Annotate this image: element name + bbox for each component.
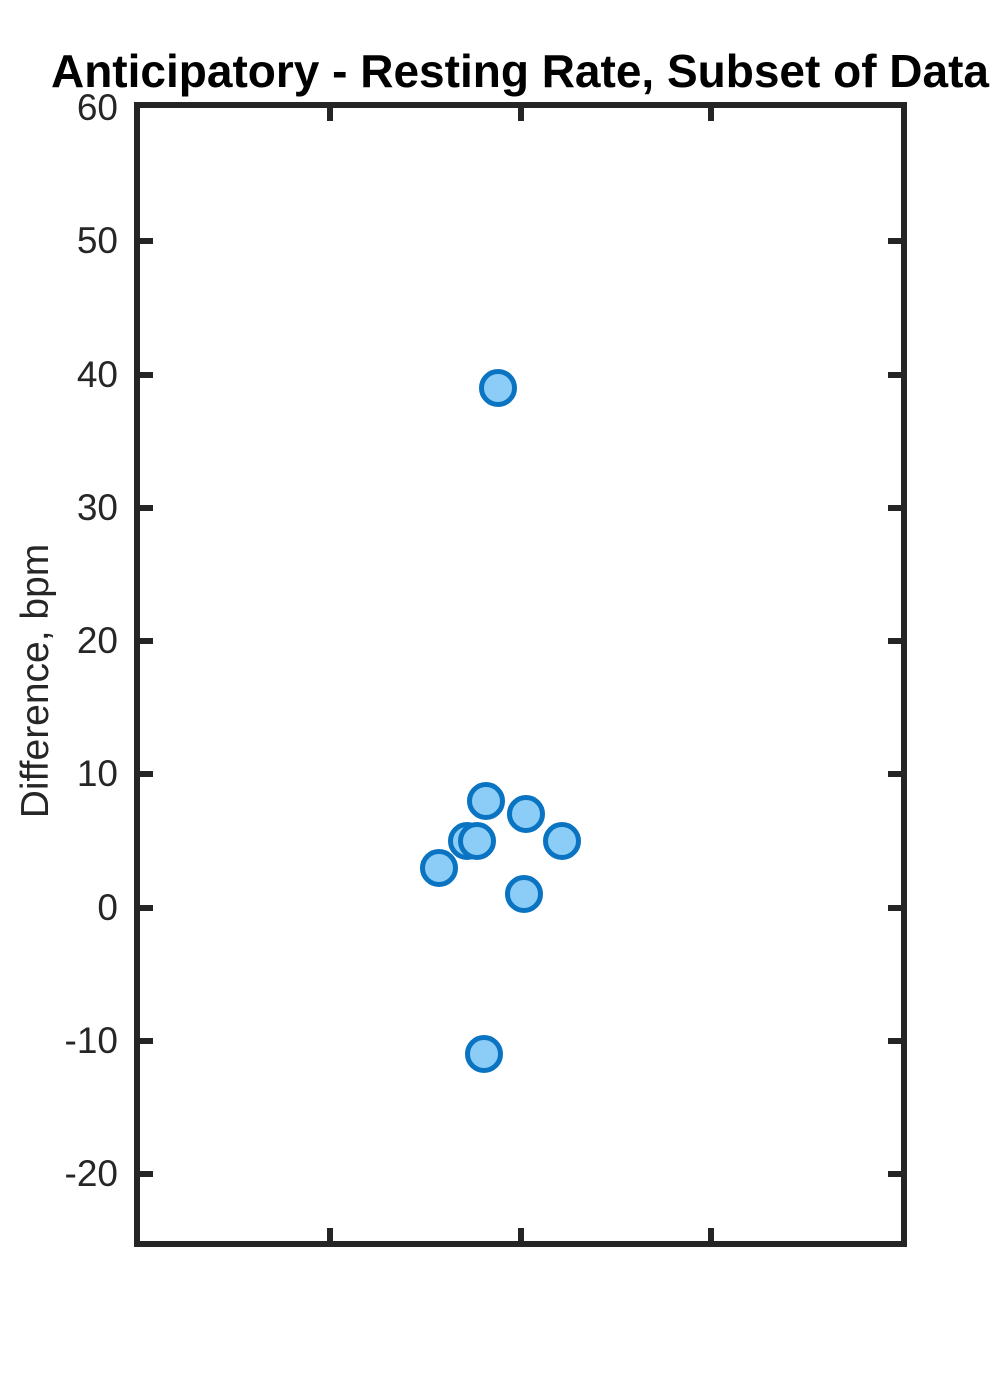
y-tick-label: 10 (76, 753, 118, 795)
y-tick-label: 20 (76, 620, 118, 662)
y-tick-label: -20 (64, 1153, 118, 1195)
y-tick-mark (140, 771, 153, 778)
data-point (457, 822, 496, 861)
data-point (467, 782, 506, 821)
x-tick-mark (327, 108, 334, 121)
y-tick-mark (888, 1171, 901, 1178)
y-tick-label: 40 (76, 353, 118, 395)
x-tick-mark (517, 1228, 524, 1241)
y-tick-mark (888, 371, 901, 378)
y-tick-mark (140, 1171, 153, 1178)
y-tick-mark (140, 504, 153, 511)
data-point (478, 368, 517, 407)
x-tick-mark (517, 108, 524, 121)
y-tick-mark (140, 1038, 153, 1045)
y-tick-label: 0 (97, 886, 118, 928)
y-tick-mark (140, 904, 153, 911)
y-tick-mark (888, 238, 901, 245)
data-point (419, 848, 458, 887)
y-tick-mark (140, 371, 153, 378)
y-tick-mark (888, 771, 901, 778)
y-tick-mark (140, 638, 153, 645)
y-tick-mark (888, 504, 901, 511)
x-tick-mark (327, 1228, 334, 1241)
y-tick-mark (888, 904, 901, 911)
data-point (543, 822, 582, 861)
chart-title: Anticipatory - Resting Rate, Subset of D… (50, 45, 990, 97)
y-tick-mark (140, 238, 153, 245)
y-tick-mark (888, 1038, 901, 1045)
y-tick-label: -10 (64, 1020, 118, 1062)
x-tick-mark (707, 108, 714, 121)
y-tick-label: 50 (76, 220, 118, 262)
x-tick-mark (707, 1228, 714, 1241)
data-point (505, 875, 544, 914)
y-tick-label: 30 (76, 486, 118, 528)
y-tick-mark (888, 638, 901, 645)
data-point (507, 795, 546, 834)
y-tick-label: 60 (76, 87, 118, 128)
data-point (465, 1035, 504, 1074)
plot-area (134, 102, 907, 1247)
